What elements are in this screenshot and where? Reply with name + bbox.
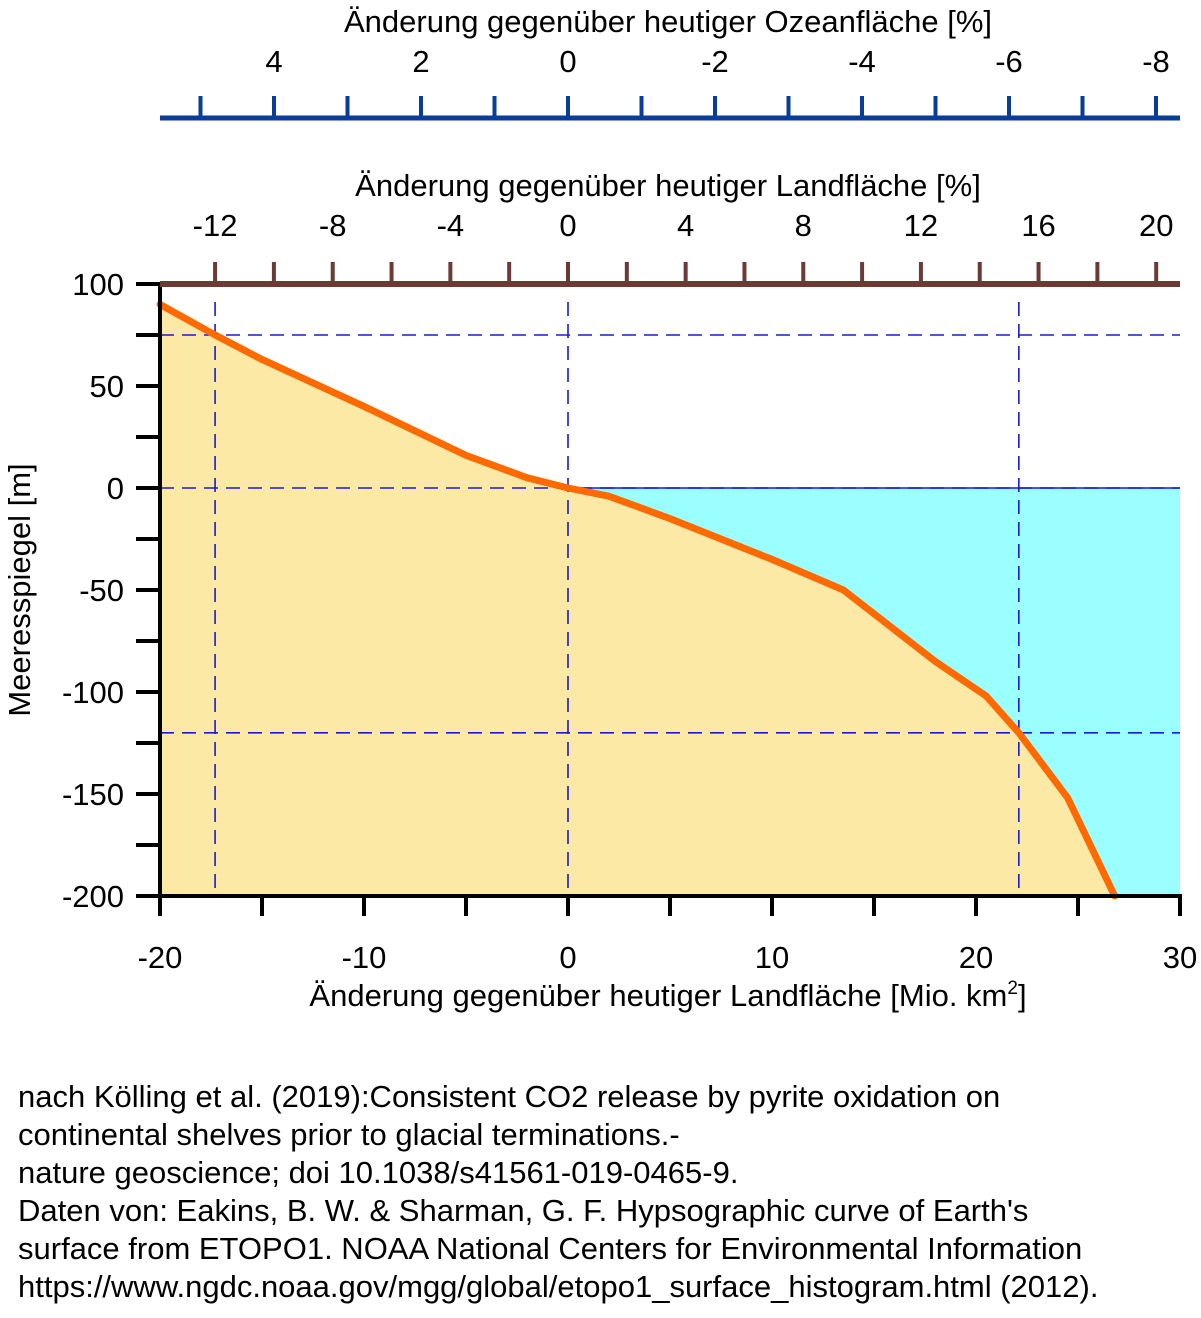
ocean-percent-tick-label: 2 [412, 44, 429, 79]
land-percent-tick-label: -12 [193, 208, 238, 243]
ocean-area [568, 488, 1180, 896]
y-tick-label: -100 [62, 675, 124, 710]
caption-line: continental shelves prior to glacial ter… [18, 1117, 680, 1152]
caption-line: nature geoscience; doi 10.1038/s41561-01… [18, 1155, 739, 1190]
y-tick-label: 100 [72, 267, 124, 302]
area-fills [160, 304, 1180, 896]
caption-line: Daten von: Eakins, B. W. & Sharman, G. F… [18, 1193, 1029, 1228]
x-tick-label: 20 [959, 940, 993, 975]
source-caption: nach Kölling et al. (2019):Consistent CO… [18, 1078, 1198, 1306]
hypsographic-curve-line [156, 300, 1119, 900]
reference-lines [160, 302, 1180, 896]
x-tick-label: -10 [342, 940, 387, 975]
land-percent-axis-title: Änderung gegenüber heutiger Landfläche [… [355, 168, 981, 203]
x-tick-label: 10 [755, 940, 789, 975]
x-tick-label: 30 [1163, 940, 1197, 975]
land-percent-tick-label: 0 [559, 208, 576, 243]
land-percent-tick-label: 8 [795, 208, 812, 243]
x-tick-label: -20 [138, 940, 183, 975]
y-tick-label: 50 [90, 369, 124, 404]
land-area [160, 304, 1115, 896]
y-axis-title: Meeresspiegel [m] [2, 463, 37, 716]
hypsographic-curve [156, 300, 1119, 900]
caption-line: nach Kölling et al. (2019):Consistent CO… [18, 1079, 1001, 1114]
land-percent-tick-label: 4 [677, 208, 694, 243]
ocean-axis-title: Änderung gegenüber heutiger Ozeanfläche … [344, 4, 992, 39]
caption-line: https://www.ngdc.noaa.gov/mgg/global/eto… [18, 1269, 1099, 1304]
ocean-percent-tick-label: -6 [995, 44, 1023, 79]
ocean-percent-tick-label: 4 [265, 44, 282, 79]
caption-line: surface from ETOPO1. NOAA National Cente… [18, 1231, 1083, 1266]
x-axis-title-main: Änderung gegenüber heutiger Landfläche [… [309, 978, 1007, 1013]
ocean-percent-tick-label: -4 [848, 44, 876, 79]
x-axis-title: Änderung gegenüber heutiger Landfläche [… [309, 978, 1026, 1013]
x-axis-title-superscript: 2 [1007, 978, 1018, 999]
land-percent-tick-label: 16 [1021, 208, 1055, 243]
y-tick-label: -150 [62, 777, 124, 812]
ocean-percent-tick-label: -2 [701, 44, 729, 79]
x-axis-title-close: ] [1018, 978, 1027, 1013]
x-tick-label: 0 [559, 940, 576, 975]
y-tick-label: 0 [107, 471, 124, 506]
land-percent-tick-label: -4 [437, 208, 465, 243]
y-tick-label: -200 [62, 879, 124, 914]
land-percent-tick-label: 20 [1139, 208, 1173, 243]
ocean-percent-tick-label: 0 [559, 44, 576, 79]
y-tick-label: -50 [79, 573, 124, 608]
ocean-percent-tick-label: -8 [1142, 44, 1170, 79]
land-percent-tick-label: 12 [904, 208, 938, 243]
land-percent-tick-label: -8 [319, 208, 347, 243]
